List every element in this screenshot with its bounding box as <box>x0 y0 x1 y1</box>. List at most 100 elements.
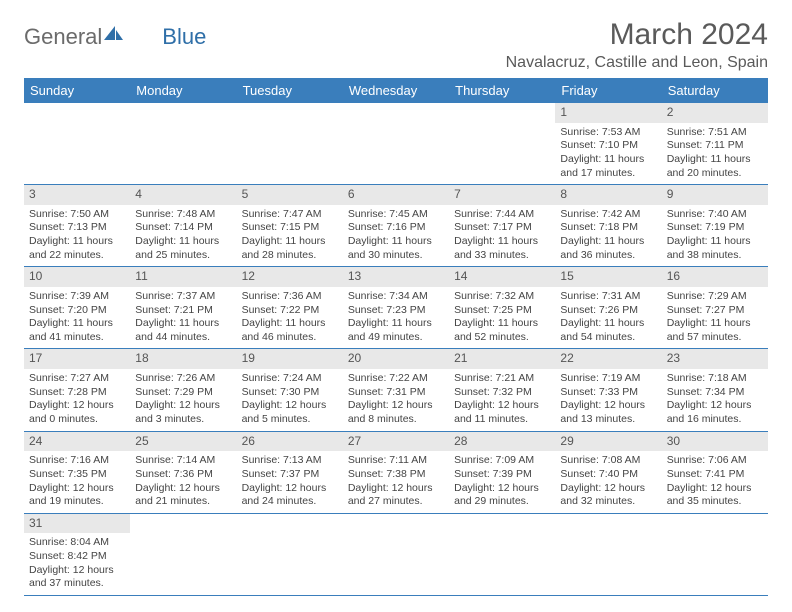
sunset-text: Sunset: 8:42 PM <box>29 550 125 564</box>
sunrise-text: Sunrise: 7:36 AM <box>242 290 338 304</box>
day-body: Sunrise: 7:26 AMSunset: 7:29 PMDaylight:… <box>130 369 236 431</box>
sunset-text: Sunset: 7:25 PM <box>454 304 550 318</box>
sunset-text: Sunset: 7:15 PM <box>242 221 338 235</box>
calendar-row: 1Sunrise: 7:53 AMSunset: 7:10 PMDaylight… <box>24 103 768 185</box>
calendar-day: 9Sunrise: 7:40 AMSunset: 7:19 PMDaylight… <box>662 185 768 267</box>
day-body: Sunrise: 7:18 AMSunset: 7:34 PMDaylight:… <box>662 369 768 431</box>
sunset-text: Sunset: 7:14 PM <box>135 221 231 235</box>
calendar-day: 2Sunrise: 7:51 AMSunset: 7:11 PMDaylight… <box>662 103 768 185</box>
sunset-text: Sunset: 7:39 PM <box>454 468 550 482</box>
day-number: 22 <box>555 349 661 369</box>
calendar-day: 27Sunrise: 7:11 AMSunset: 7:38 PMDayligh… <box>343 431 449 513</box>
calendar-day: 11Sunrise: 7:37 AMSunset: 7:21 PMDayligh… <box>130 267 236 349</box>
sunrise-text: Sunrise: 7:50 AM <box>29 208 125 222</box>
daylight-text: Daylight: 11 hours and 17 minutes. <box>560 153 656 180</box>
day-number: 10 <box>24 267 130 287</box>
day-number: 2 <box>662 103 768 123</box>
sunset-text: Sunset: 7:18 PM <box>560 221 656 235</box>
day-number: 23 <box>662 349 768 369</box>
sunrise-text: Sunrise: 7:21 AM <box>454 372 550 386</box>
day-body: Sunrise: 7:51 AMSunset: 7:11 PMDaylight:… <box>662 123 768 185</box>
daylight-text: Daylight: 11 hours and 20 minutes. <box>667 153 763 180</box>
day-number: 14 <box>449 267 555 287</box>
weekday-header: Friday <box>555 78 661 103</box>
title-block: March 2024 Navalacruz, Castille and Leon… <box>506 18 768 72</box>
calendar-body: 1Sunrise: 7:53 AMSunset: 7:10 PMDaylight… <box>24 103 768 595</box>
day-number: 29 <box>555 432 661 452</box>
calendar-header-row: SundayMondayTuesdayWednesdayThursdayFrid… <box>24 78 768 103</box>
day-number: 7 <box>449 185 555 205</box>
calendar-empty <box>343 513 449 595</box>
day-body: Sunrise: 7:37 AMSunset: 7:21 PMDaylight:… <box>130 287 236 349</box>
calendar-day: 29Sunrise: 7:08 AMSunset: 7:40 PMDayligh… <box>555 431 661 513</box>
day-body: Sunrise: 7:45 AMSunset: 7:16 PMDaylight:… <box>343 205 449 267</box>
sunrise-text: Sunrise: 7:53 AM <box>560 126 656 140</box>
daylight-text: Daylight: 11 hours and 49 minutes. <box>348 317 444 344</box>
daylight-text: Daylight: 11 hours and 36 minutes. <box>560 235 656 262</box>
sunrise-text: Sunrise: 7:34 AM <box>348 290 444 304</box>
calendar-day: 23Sunrise: 7:18 AMSunset: 7:34 PMDayligh… <box>662 349 768 431</box>
sunset-text: Sunset: 7:32 PM <box>454 386 550 400</box>
day-number: 21 <box>449 349 555 369</box>
daylight-text: Daylight: 11 hours and 41 minutes. <box>29 317 125 344</box>
sunrise-text: Sunrise: 7:06 AM <box>667 454 763 468</box>
day-number: 1 <box>555 103 661 123</box>
daylight-text: Daylight: 12 hours and 3 minutes. <box>135 399 231 426</box>
daylight-text: Daylight: 11 hours and 30 minutes. <box>348 235 444 262</box>
sunset-text: Sunset: 7:31 PM <box>348 386 444 400</box>
daylight-text: Daylight: 12 hours and 5 minutes. <box>242 399 338 426</box>
calendar-day: 8Sunrise: 7:42 AMSunset: 7:18 PMDaylight… <box>555 185 661 267</box>
sunrise-text: Sunrise: 7:16 AM <box>29 454 125 468</box>
calendar-empty <box>237 103 343 185</box>
day-number: 19 <box>237 349 343 369</box>
sunrise-text: Sunrise: 7:37 AM <box>135 290 231 304</box>
sunrise-text: Sunrise: 7:09 AM <box>454 454 550 468</box>
calendar-empty <box>662 513 768 595</box>
sunset-text: Sunset: 7:16 PM <box>348 221 444 235</box>
weekday-header: Sunday <box>24 78 130 103</box>
sunrise-text: Sunrise: 7:14 AM <box>135 454 231 468</box>
day-number: 8 <box>555 185 661 205</box>
sunrise-text: Sunrise: 7:24 AM <box>242 372 338 386</box>
calendar-day: 12Sunrise: 7:36 AMSunset: 7:22 PMDayligh… <box>237 267 343 349</box>
brand-logo: General Blue <box>24 18 206 50</box>
daylight-text: Daylight: 12 hours and 13 minutes. <box>560 399 656 426</box>
sunrise-text: Sunrise: 7:22 AM <box>348 372 444 386</box>
sunrise-text: Sunrise: 7:32 AM <box>454 290 550 304</box>
sunset-text: Sunset: 7:40 PM <box>560 468 656 482</box>
sunrise-text: Sunrise: 7:47 AM <box>242 208 338 222</box>
calendar-day: 20Sunrise: 7:22 AMSunset: 7:31 PMDayligh… <box>343 349 449 431</box>
calendar-day: 13Sunrise: 7:34 AMSunset: 7:23 PMDayligh… <box>343 267 449 349</box>
day-number: 17 <box>24 349 130 369</box>
sunset-text: Sunset: 7:26 PM <box>560 304 656 318</box>
calendar-empty <box>555 513 661 595</box>
day-body: Sunrise: 7:50 AMSunset: 7:13 PMDaylight:… <box>24 205 130 267</box>
day-body: Sunrise: 7:32 AMSunset: 7:25 PMDaylight:… <box>449 287 555 349</box>
day-body: Sunrise: 7:22 AMSunset: 7:31 PMDaylight:… <box>343 369 449 431</box>
header: General Blue March 2024 Navalacruz, Cast… <box>24 18 768 72</box>
daylight-text: Daylight: 11 hours and 33 minutes. <box>454 235 550 262</box>
calendar-day: 14Sunrise: 7:32 AMSunset: 7:25 PMDayligh… <box>449 267 555 349</box>
sunrise-text: Sunrise: 7:39 AM <box>29 290 125 304</box>
calendar-empty <box>130 513 236 595</box>
daylight-text: Daylight: 11 hours and 52 minutes. <box>454 317 550 344</box>
daylight-text: Daylight: 11 hours and 38 minutes. <box>667 235 763 262</box>
location: Navalacruz, Castille and Leon, Spain <box>506 54 768 72</box>
day-body: Sunrise: 7:42 AMSunset: 7:18 PMDaylight:… <box>555 205 661 267</box>
sunrise-text: Sunrise: 7:13 AM <box>242 454 338 468</box>
calendar-day: 17Sunrise: 7:27 AMSunset: 7:28 PMDayligh… <box>24 349 130 431</box>
day-number: 25 <box>130 432 236 452</box>
day-number: 28 <box>449 432 555 452</box>
calendar-day: 26Sunrise: 7:13 AMSunset: 7:37 PMDayligh… <box>237 431 343 513</box>
calendar-day: 30Sunrise: 7:06 AMSunset: 7:41 PMDayligh… <box>662 431 768 513</box>
day-number: 11 <box>130 267 236 287</box>
calendar-day: 5Sunrise: 7:47 AMSunset: 7:15 PMDaylight… <box>237 185 343 267</box>
day-body: Sunrise: 7:47 AMSunset: 7:15 PMDaylight:… <box>237 205 343 267</box>
sunrise-text: Sunrise: 7:44 AM <box>454 208 550 222</box>
calendar-day: 4Sunrise: 7:48 AMSunset: 7:14 PMDaylight… <box>130 185 236 267</box>
calendar-row: 17Sunrise: 7:27 AMSunset: 7:28 PMDayligh… <box>24 349 768 431</box>
daylight-text: Daylight: 11 hours and 22 minutes. <box>29 235 125 262</box>
sunset-text: Sunset: 7:17 PM <box>454 221 550 235</box>
day-number: 15 <box>555 267 661 287</box>
day-number: 20 <box>343 349 449 369</box>
